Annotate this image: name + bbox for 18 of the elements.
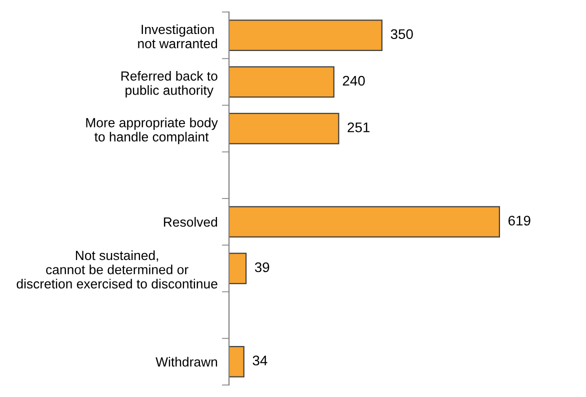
bar	[229, 20, 382, 52]
y-tick-label: Withdrawn	[156, 356, 218, 367]
bar	[229, 346, 244, 378]
y-tick-label: Resolved	[164, 217, 218, 227]
y-tick-label: Investigation not warranted	[138, 24, 218, 48]
y-tick-label: Not sustained, cannot be determined or discretion exercised to discontinue	[16, 250, 218, 289]
y-tick-label: More appropriate body to handle complaint	[86, 118, 218, 144]
y-tick-label: Referred back to public authority	[121, 71, 218, 98]
data-label: 240	[342, 76, 365, 86]
bar	[229, 206, 500, 238]
data-label: 350	[390, 29, 413, 40]
bar	[229, 112, 340, 144]
data-label: 251	[348, 122, 370, 132]
data-label: 34	[252, 356, 268, 366]
bar	[229, 66, 334, 98]
data-label: 39	[254, 262, 270, 272]
bar	[229, 252, 247, 284]
data-label: 619	[508, 216, 530, 226]
